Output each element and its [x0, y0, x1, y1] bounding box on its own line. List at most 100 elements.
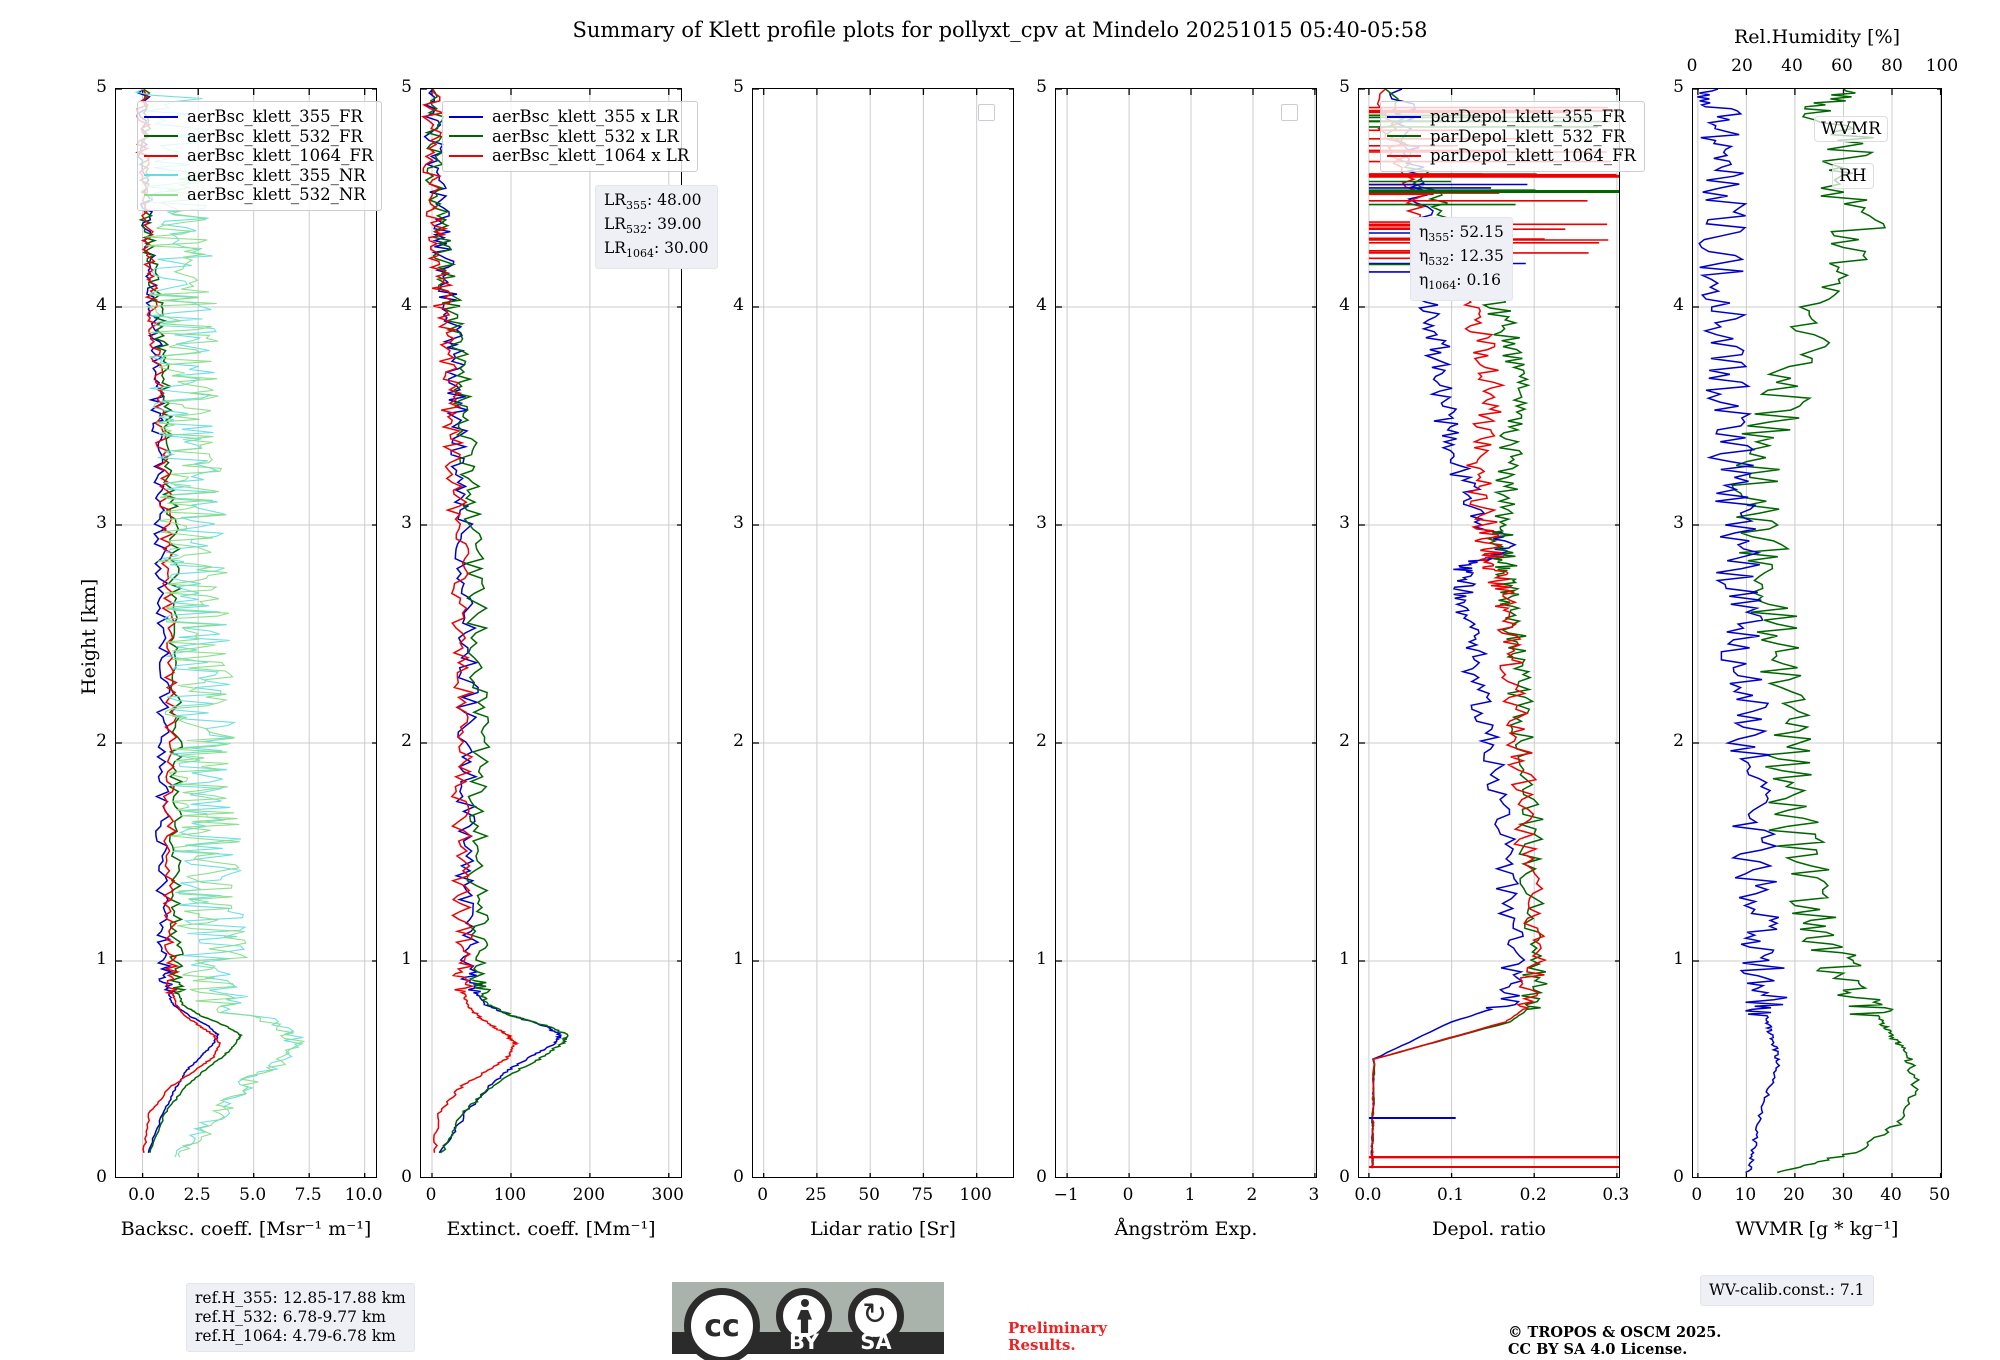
legend-item-backscatter-0[interactable]: aerBsc_klett_355_FR — [144, 107, 373, 127]
y-tick-extinction-5: 5 — [401, 77, 412, 97]
legend-item-backscatter-4[interactable]: aerBsc_klett_532_NR — [144, 185, 373, 205]
eta-1064: η1064: 0.16 — [1419, 271, 1501, 293]
panel-backscatter — [115, 88, 377, 1178]
top-tick-rh-2: 40 — [1781, 56, 1803, 76]
plot-area-backscatter — [115, 88, 377, 1178]
top-tick-rh-3: 60 — [1831, 56, 1853, 76]
y-tick-angstrom-4: 4 — [1036, 295, 1047, 315]
legend-label: aerBsc_klett_532_FR — [187, 126, 363, 146]
x-axis-label-extinction: Extinct. coeff. [Mm⁻¹] — [446, 1218, 656, 1240]
person-icon — [797, 1299, 812, 1333]
x-tick-backscatter-0: 0.0 — [128, 1185, 156, 1205]
panel-lidar-ratio — [752, 88, 1014, 1178]
legend-item-depolarization-0[interactable]: parDepol_klett_355_FR — [1387, 107, 1636, 127]
legend-backscatter[interactable]: aerBsc_klett_355_FR aerBsc_klett_532_FR ae… — [137, 101, 383, 211]
legend-item-extinction-0[interactable]: aerBsc_klett_355 x LR — [449, 107, 689, 127]
person-head — [800, 1299, 809, 1307]
rh-label: RH — [1832, 163, 1874, 189]
y-tick-angstrom-1: 1 — [1036, 949, 1047, 969]
legend-label: aerBsc_klett_1064 x LR — [492, 146, 690, 165]
reference-height-annotation: ref.H_355: 12.85-17.88 km ref.H_532: 6.7… — [186, 1283, 415, 1352]
copyright-line-1: © TROPOS & OSCM 2025. — [1508, 1324, 1722, 1341]
copyright-note: © TROPOS & OSCM 2025. CC BY SA 4.0 Licen… — [1508, 1324, 1722, 1358]
annotation-depolarization: η355: 52.15 η532: 12.35 η1064: 0.16 — [1410, 217, 1513, 302]
x-tick-wvmr-rh-3: 30 — [1831, 1185, 1854, 1205]
annotation-extinction: LR355: 48.00 LR532: 39.00 LR1064: 30.00 — [595, 185, 718, 270]
x-tick-backscatter-2: 5.0 — [239, 1185, 267, 1205]
legend-line-swatch — [144, 115, 178, 118]
x-axis-label-depolarization: Depol. ratio — [1432, 1218, 1546, 1240]
ref-h-355: ref.H_355: 12.85-17.88 km — [195, 1289, 406, 1307]
legend-label: aerBsc_klett_532 x LR — [492, 126, 679, 146]
y-tick-depolarization-4: 4 — [1339, 295, 1350, 315]
legend-item-extinction-1[interactable]: aerBsc_klett_532 x LR — [449, 127, 689, 147]
legend-item-extinction-2[interactable]: aerBsc_klett_1064 x LR — [449, 146, 689, 166]
y-tick-lidar-ratio-4: 4 — [733, 295, 744, 315]
x-tick-backscatter-1: 2.5 — [183, 1185, 211, 1205]
cc-text: cc — [704, 1308, 740, 1344]
y-tick-wvmr-rh-1: 1 — [1673, 949, 1684, 969]
y-tick-lidar-ratio-0: 0 — [733, 1167, 744, 1187]
plot-area-lidar-ratio — [752, 88, 1014, 1178]
wvmr-label: WVMR — [1814, 116, 1888, 142]
y-tick-depolarization-0: 0 — [1339, 1167, 1350, 1187]
x-tick-extinction-3: 300 — [651, 1185, 684, 1205]
y-tick-angstrom-0: 0 — [1036, 1167, 1047, 1187]
panel-angstrom — [1055, 88, 1317, 1178]
y-tick-lidar-ratio-5: 5 — [733, 77, 744, 97]
y-tick-extinction-0: 0 — [401, 1167, 412, 1187]
x-tick-depolarization-0: 0.0 — [1354, 1185, 1382, 1205]
x-axis-label-lidar-ratio: Lidar ratio [Sr] — [810, 1218, 956, 1240]
legend-item-backscatter-3[interactable]: aerBsc_klett_355_NR — [144, 166, 373, 186]
x-tick-angstrom-0: −1 — [1053, 1185, 1079, 1205]
x-tick-backscatter-3: 7.5 — [294, 1185, 322, 1205]
plot-area-angstrom — [1055, 88, 1317, 1178]
legend-line-swatch — [1387, 115, 1421, 118]
lr-355: LR355: 48.00 — [604, 191, 702, 213]
y-tick-wvmr-rh-2: 2 — [1673, 731, 1684, 751]
y-tick-wvmr-rh-5: 5 — [1673, 77, 1684, 97]
plot-area-wvmr-rh — [1692, 88, 1942, 1178]
y-tick-lidar-ratio-1: 1 — [733, 949, 744, 969]
x-tick-backscatter-4: 10.0 — [344, 1185, 383, 1205]
x-tick-wvmr-rh-4: 40 — [1880, 1185, 1902, 1205]
empty-legend-angstrom[interactable] — [1281, 104, 1298, 121]
y-tick-wvmr-rh-4: 4 — [1673, 295, 1684, 315]
legend-item-backscatter-1[interactable]: aerBsc_klett_532_FR — [144, 127, 373, 147]
lr-1064: LR1064: 30.00 — [604, 239, 709, 261]
legend-line-swatch — [144, 193, 178, 196]
legend-label: aerBsc_klett_1064_FR — [187, 146, 374, 165]
legend-line-swatch — [144, 154, 178, 157]
legend-item-depolarization-2[interactable]: parDepol_klett_1064_FR — [1387, 146, 1636, 166]
x-tick-depolarization-2: 0.2 — [1519, 1185, 1547, 1205]
share-alike-arrow-icon: ↻ — [862, 1297, 888, 1332]
x-tick-angstrom-4: 3 — [1308, 1185, 1320, 1205]
empty-legend-lidar-ratio[interactable] — [978, 104, 995, 121]
x-tick-lidar-ratio-3: 75 — [911, 1185, 934, 1205]
y-tick-depolarization-3: 3 — [1339, 513, 1350, 533]
panel-extinction — [420, 88, 682, 1178]
y-tick-backscatter-1: 1 — [96, 949, 107, 969]
legend-depolarization[interactable]: parDepol_klett_355_FR parDepol_klett_532_… — [1380, 101, 1645, 172]
legend-label: parDepol_klett_532_FR — [1430, 126, 1626, 146]
preliminary-line-2: Results. — [1008, 1336, 1076, 1354]
y-tick-backscatter-3: 3 — [96, 513, 107, 533]
y-tick-backscatter-0: 0 — [96, 1167, 107, 1187]
x-tick-depolarization-3: 0.3 — [1602, 1185, 1630, 1205]
legend-line-swatch — [1387, 154, 1421, 157]
legend-item-backscatter-2[interactable]: aerBsc_klett_1064_FR — [144, 146, 373, 166]
top-axis-label-rel-humidity: Rel.Humidity [%] — [1733, 26, 1901, 48]
x-tick-wvmr-rh-0: 0 — [1691, 1185, 1703, 1205]
x-tick-extinction-2: 200 — [572, 1185, 606, 1205]
x-tick-extinction-1: 100 — [493, 1185, 527, 1205]
ref-h-1064: ref.H_1064: 4.79-6.78 km — [195, 1327, 396, 1345]
cc-circle-icon — [684, 1288, 760, 1360]
legend-extinction[interactable]: aerBsc_klett_355 x LR aerBsc_klett_532 x … — [442, 101, 699, 172]
wv-calib-annotation: WV-calib.const.: 7.1 — [1700, 1275, 1874, 1306]
legend-label: aerBsc_klett_355_FR — [187, 107, 363, 126]
top-tick-rh-5: 100 — [1925, 56, 1959, 76]
x-tick-depolarization-1: 0.1 — [1437, 1185, 1465, 1205]
legend-item-depolarization-1[interactable]: parDepol_klett_532_FR — [1387, 127, 1636, 147]
sa-label: SA — [860, 1330, 892, 1354]
